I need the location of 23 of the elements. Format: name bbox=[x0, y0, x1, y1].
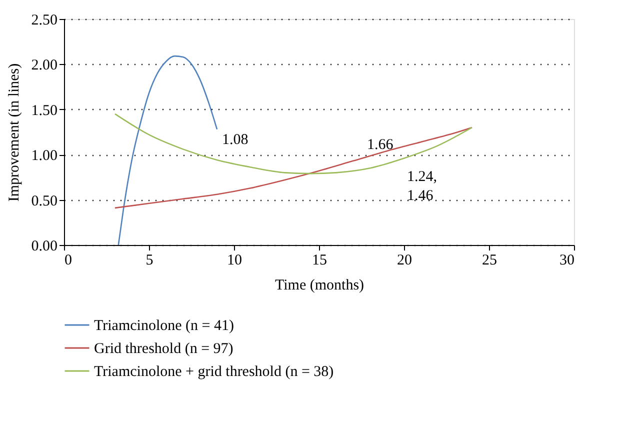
y-axis-title: Improvement (in lines) bbox=[6, 63, 22, 202]
y-tick-label: 0.00 bbox=[31, 238, 58, 254]
line-series bbox=[118, 55, 218, 246]
y-tick-label: 0.50 bbox=[31, 193, 58, 210]
y-tick-label: 2.00 bbox=[31, 58, 58, 74]
legend-label: Grid threshold (n = 97) bbox=[94, 341, 234, 357]
y-tick-label: 2.50 bbox=[31, 12, 58, 28]
x-tick-label: 25 bbox=[482, 252, 497, 268]
annotation: 1.66 bbox=[367, 137, 394, 153]
x-axis-title: Time (months) bbox=[274, 278, 364, 294]
y-tick-label: 1.50 bbox=[31, 102, 58, 119]
x-tick-label: 5 bbox=[146, 252, 154, 268]
annotation: 1.24, 1.46 bbox=[407, 169, 437, 204]
legend-label: Triamcinolone (n = 41) bbox=[94, 318, 234, 334]
legend-label: Triamcinolone + grid threshold (n = 38) bbox=[94, 364, 334, 380]
x-tick-label: 30 bbox=[560, 252, 574, 268]
x-tick-label: 15 bbox=[312, 252, 327, 268]
x-tick-label: 0 bbox=[64, 252, 72, 268]
line-series bbox=[114, 126, 473, 209]
x-tick-label: 10 bbox=[227, 252, 242, 268]
annotation: 1.08 bbox=[222, 132, 248, 148]
x-tick-label: 20 bbox=[397, 252, 412, 268]
y-tick-label: 1.00 bbox=[31, 148, 58, 164]
